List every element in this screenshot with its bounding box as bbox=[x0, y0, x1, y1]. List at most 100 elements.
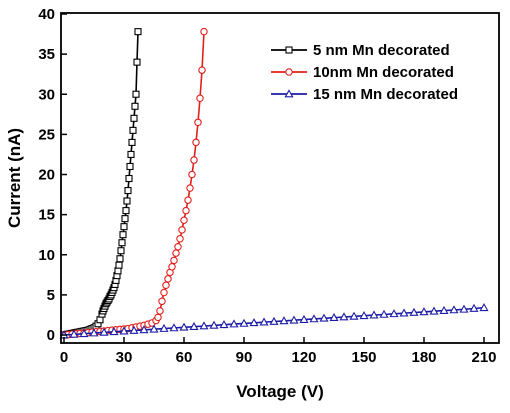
data-point bbox=[199, 321, 209, 330]
data-point bbox=[109, 327, 119, 336]
data-point bbox=[178, 226, 186, 234]
legend-label: 10nm Mn decorated bbox=[313, 64, 454, 81]
data-point bbox=[130, 114, 138, 122]
data-point bbox=[389, 309, 399, 318]
data-point bbox=[319, 313, 329, 322]
data-point bbox=[409, 307, 419, 316]
data-point bbox=[116, 255, 124, 263]
data-point bbox=[172, 249, 180, 257]
data-point bbox=[131, 102, 139, 110]
data-point bbox=[127, 150, 135, 158]
y-tick-label: 10 bbox=[38, 247, 55, 264]
data-point bbox=[182, 206, 190, 215]
x-tick-label: 90 bbox=[236, 349, 253, 366]
data-point bbox=[239, 318, 249, 327]
data-point bbox=[120, 223, 128, 231]
plot-frame bbox=[60, 12, 500, 344]
y-axis-title: Current (nA) bbox=[5, 128, 24, 228]
legend-marker bbox=[284, 89, 294, 98]
data-point bbox=[269, 316, 279, 325]
data-point bbox=[117, 247, 125, 255]
y-tick-label: 35 bbox=[38, 46, 55, 63]
data-point bbox=[198, 66, 206, 74]
data-point bbox=[309, 314, 319, 323]
data-point bbox=[359, 311, 369, 320]
data-point bbox=[279, 316, 289, 325]
data-point bbox=[162, 281, 170, 289]
data-point bbox=[189, 321, 199, 331]
y-tick-label: 0 bbox=[47, 327, 55, 344]
data-point bbox=[219, 320, 229, 329]
legend-marker bbox=[285, 46, 293, 54]
data-point bbox=[128, 138, 136, 146]
data-point bbox=[429, 306, 439, 315]
series-2 bbox=[59, 302, 489, 339]
data-point bbox=[154, 313, 162, 322]
x-tick-label: 120 bbox=[291, 349, 316, 366]
data-point bbox=[69, 329, 79, 338]
data-point bbox=[122, 207, 130, 215]
legend-label: 15 nm Mn decorated bbox=[313, 86, 458, 103]
y-tick-label: 15 bbox=[38, 207, 55, 224]
data-point bbox=[156, 307, 164, 315]
data-point bbox=[299, 314, 309, 323]
data-point bbox=[194, 118, 202, 127]
data-point bbox=[133, 58, 141, 66]
data-point bbox=[170, 256, 178, 265]
data-point bbox=[399, 308, 409, 317]
data-point bbox=[158, 297, 166, 306]
data-point bbox=[339, 312, 349, 321]
x-axis-title: Voltage (V) bbox=[236, 382, 324, 401]
data-point bbox=[139, 325, 149, 334]
data-point bbox=[160, 288, 168, 297]
y-tick-label: 25 bbox=[38, 126, 55, 143]
data-point bbox=[118, 239, 126, 247]
data-point bbox=[209, 320, 219, 329]
data-point bbox=[176, 234, 184, 243]
data-point bbox=[115, 261, 123, 269]
ticks-layer: 0 30 60 90 120 150 180 210 0 5 10 15 20 25 30 35 40 bbox=[38, 6, 496, 366]
data-point bbox=[188, 170, 196, 179]
data-point bbox=[200, 27, 208, 36]
data-point bbox=[79, 328, 89, 338]
x-tick-label: 210 bbox=[471, 349, 496, 366]
data-point bbox=[179, 322, 189, 331]
data-point bbox=[132, 90, 140, 98]
data-point bbox=[134, 28, 142, 36]
data-point bbox=[119, 326, 129, 335]
data-point bbox=[169, 323, 179, 332]
data-point bbox=[349, 311, 359, 320]
data-point bbox=[419, 307, 429, 316]
legend: 5 nm Mn decorated 10nm Mn decorated 15 nm … bbox=[271, 42, 458, 103]
x-tick-label: 30 bbox=[116, 349, 133, 366]
data-point bbox=[192, 138, 200, 147]
data-point bbox=[126, 162, 134, 171]
data-point bbox=[379, 309, 389, 318]
data-point bbox=[149, 324, 159, 333]
series-layer bbox=[59, 27, 489, 339]
data-point bbox=[369, 310, 379, 319]
data-point bbox=[129, 126, 137, 134]
series-1 bbox=[60, 27, 208, 339]
data-point bbox=[289, 315, 299, 324]
data-point bbox=[479, 302, 489, 312]
data-point bbox=[89, 328, 99, 337]
legend-marker bbox=[285, 68, 293, 76]
data-point bbox=[229, 319, 239, 328]
series-0 bbox=[60, 28, 142, 339]
data-point bbox=[249, 318, 259, 327]
data-point bbox=[329, 312, 339, 322]
x-tick-label: 180 bbox=[411, 349, 436, 366]
data-point bbox=[125, 174, 133, 183]
legend-label: 5 nm Mn decorated bbox=[313, 42, 450, 59]
data-point bbox=[469, 303, 479, 312]
data-point bbox=[459, 304, 469, 313]
data-point bbox=[449, 305, 459, 314]
data-point bbox=[168, 263, 176, 271]
data-point bbox=[129, 325, 139, 334]
series-line bbox=[63, 31, 205, 336]
data-point bbox=[196, 94, 204, 103]
data-point bbox=[174, 242, 182, 251]
